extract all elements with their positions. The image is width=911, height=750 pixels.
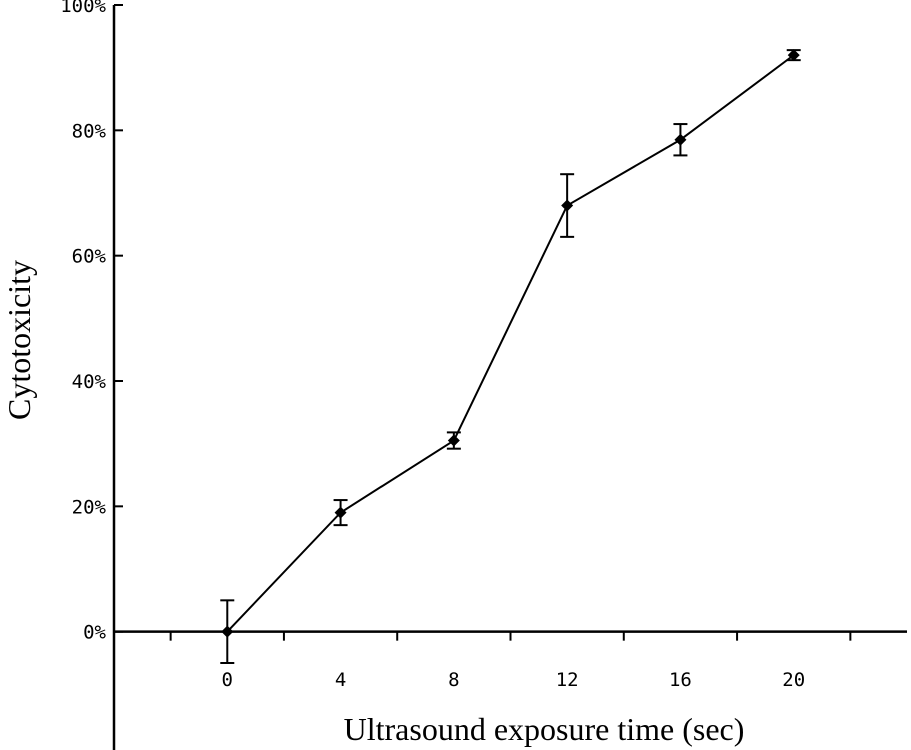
- y-tick-label: 100%: [60, 0, 106, 17]
- x-tick-label: 16: [669, 669, 692, 691]
- x-tick-label: 20: [782, 669, 805, 691]
- data-point: [561, 199, 574, 212]
- y-tick-label: 80%: [72, 120, 107, 142]
- y-tick-label: 40%: [72, 371, 107, 393]
- data-point: [334, 506, 347, 519]
- y-tick-label: 20%: [72, 496, 107, 518]
- data-point: [221, 625, 234, 638]
- data-point: [787, 49, 800, 62]
- y-tick-label: 60%: [72, 246, 107, 268]
- x-tick-label: 0: [222, 669, 233, 691]
- y-axis-title: Cytotoxicity: [1, 260, 37, 420]
- x-tick-label: 4: [335, 669, 346, 691]
- x-tick-label: 12: [556, 669, 579, 691]
- data-point: [674, 133, 687, 146]
- data-point: [447, 434, 460, 447]
- x-ticks: 0 4 8 12 16 20: [169, 631, 852, 691]
- y-tick-label: 0%: [83, 622, 106, 644]
- series-line: [226, 54, 795, 633]
- series-layer: [220, 49, 801, 664]
- y-ticks: -20% 0% 20% 40% 60% 80% 100%: [60, 0, 123, 750]
- y-tick-label: -20%: [60, 747, 106, 750]
- x-tick-label: 8: [448, 669, 459, 691]
- x-axis-title: Ultrasound exposure time (sec): [344, 711, 745, 747]
